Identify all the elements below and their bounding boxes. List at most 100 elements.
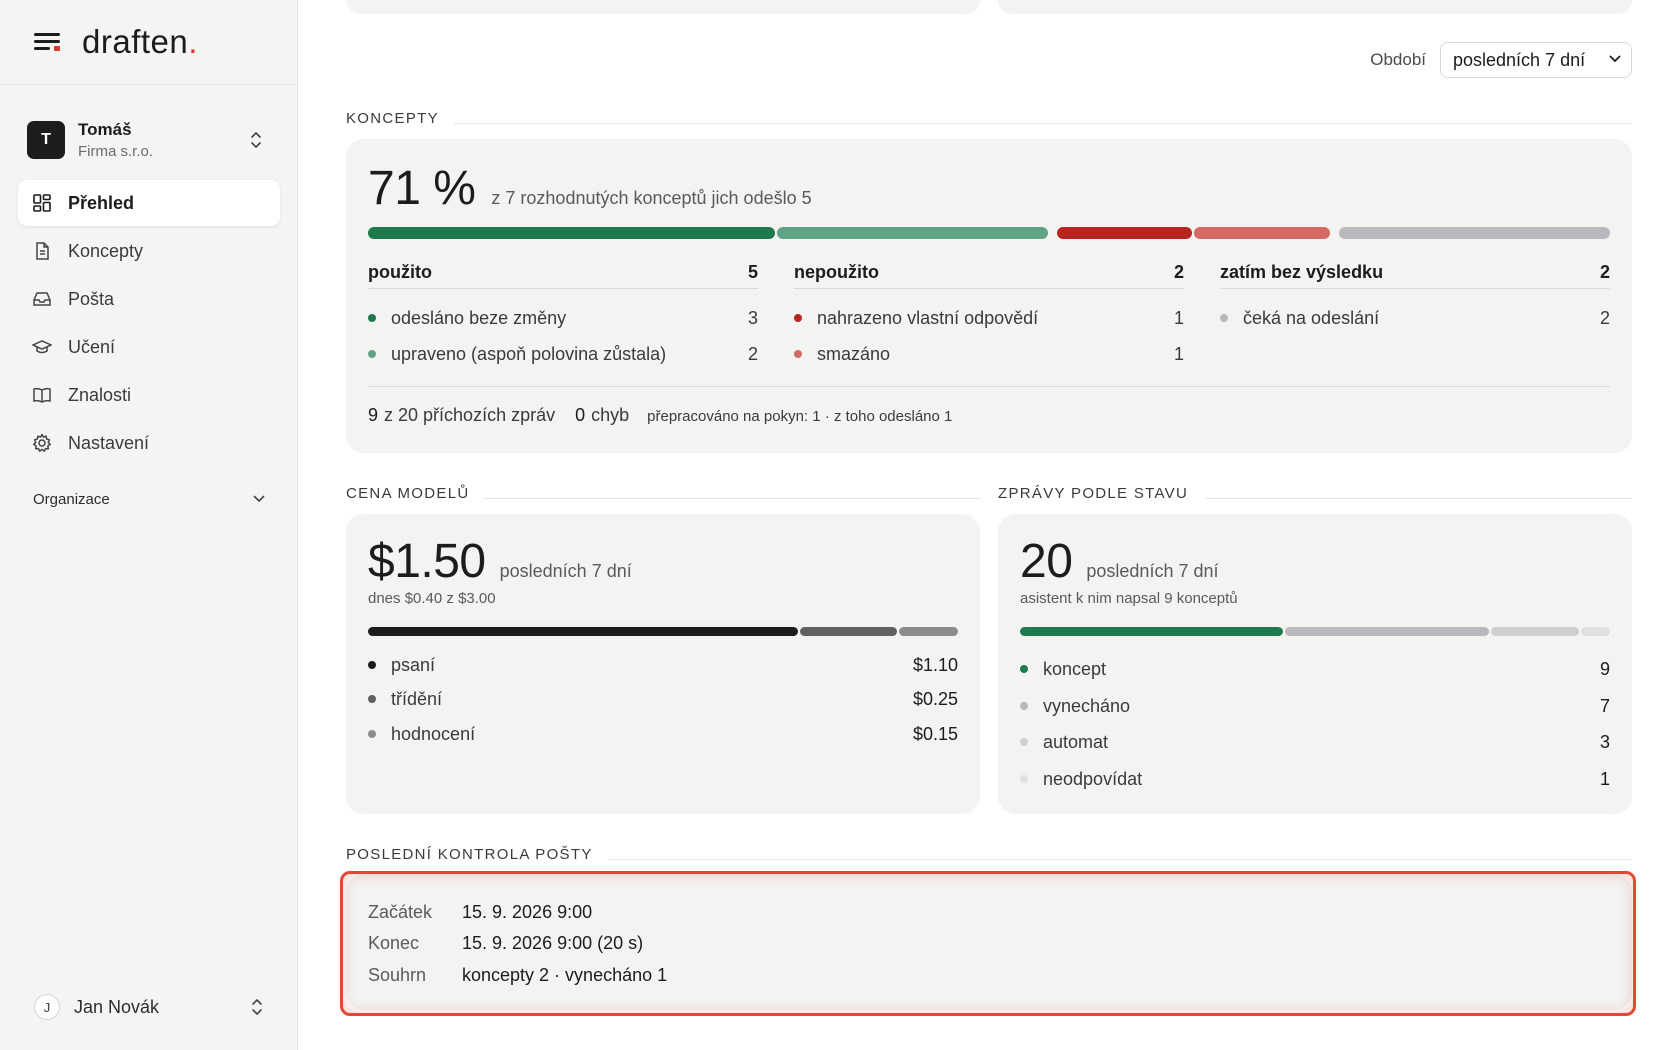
bar-segment-psani: [368, 627, 798, 636]
sidebar-item-posta[interactable]: Pošta: [18, 276, 280, 322]
grid-icon: [33, 194, 51, 212]
sidebar-item-label: Koncepty: [68, 240, 144, 261]
user-name: Jan Novák: [74, 996, 160, 1017]
sidebar-item-znalosti[interactable]: Znalosti: [18, 372, 280, 418]
period-filter: Období posledních 7 dní: [1370, 42, 1632, 78]
bullet-icon: [368, 695, 376, 703]
section-title-cena: CENA MODELŮ: [346, 484, 470, 502]
cena-amount: $1.50: [368, 535, 486, 588]
bar-segment-koncept: [1020, 627, 1283, 636]
column-head-bez-vysledku: zatím bez výsledku 2: [1220, 262, 1610, 289]
koncepty-footer: 9 z 20 příchozích zpráv 0 chyb přepracov…: [368, 405, 953, 425]
list-item: koncept 9: [1020, 656, 1610, 682]
cena-card: $1.50 posledních 7 dní dnes $0.40 z $3.0…: [346, 514, 980, 814]
zpravy-count: 20: [1020, 535, 1073, 588]
bullet-icon: [1020, 665, 1028, 673]
user-avatar: J: [34, 994, 60, 1020]
section-title-posta: POSLEDNÍ KONTROLA POŠTY: [346, 845, 593, 863]
section-divider: [608, 859, 1632, 860]
chevron-up-down-icon: [251, 132, 261, 148]
koncepty-card: 71 % z 7 rozhodnutých konceptů jich odeš…: [346, 139, 1632, 453]
document-icon: [36, 242, 49, 260]
bar-segment-hodnoceni: [899, 627, 958, 636]
zpravy-card: 20 posledních 7 dní asistent k nim napsa…: [998, 514, 1632, 814]
bullet-icon: [794, 314, 802, 322]
section-divider: [484, 498, 980, 499]
list-item: upraveno (aspoň polovina zůstala) 2: [368, 341, 758, 367]
org-company: Firma s.r.o.: [78, 143, 154, 160]
organizace-toggle[interactable]: Organizace: [33, 487, 265, 511]
koncepty-summary: z 7 rozhodnutých konceptů jich odešlo 5: [491, 188, 812, 208]
divider: [368, 386, 1610, 387]
zpravy-period: posledních 7 dní: [1086, 561, 1219, 581]
bar-segment-sent: [368, 227, 775, 239]
bullet-icon: [368, 314, 376, 322]
sidebar-item-label: Nastavení: [68, 432, 150, 453]
sidebar-nav: Přehled Koncepty Pošta Učení Znalosti Na…: [18, 180, 280, 468]
section-divider: [1206, 498, 1632, 499]
section-title-zpravy: ZPRÁVY PODLE STAVU: [998, 484, 1189, 502]
main-content: Období posledních 7 dní KONCEPTY 71 % z …: [298, 0, 1680, 1050]
sidebar-item-uceni[interactable]: Učení: [18, 324, 280, 370]
list-item: psaní $1.10: [368, 652, 958, 678]
list-item: čeká na odeslání 2: [1220, 305, 1610, 331]
list-item: hodnocení $0.15: [368, 721, 958, 747]
bar-segment-deleted: [1194, 227, 1330, 239]
cena-period: posledních 7 dní: [499, 561, 632, 581]
chevron-down-icon: [1609, 55, 1621, 63]
list-item: vynecháno 7: [1020, 693, 1610, 719]
org-switcher[interactable]: T Tomáš Firma s.r.o.: [27, 116, 277, 164]
posta-row-summary: Souhrn koncepty 2 · vynecháno 1: [368, 965, 668, 985]
bullet-icon: [368, 350, 376, 358]
bullet-icon: [1020, 775, 1028, 783]
book-icon: [33, 387, 51, 403]
posta-card: Začátek 15. 9. 2026 9:00 Konec 15. 9. 2026…: [346, 874, 1632, 1010]
sidebar-item-koncepty[interactable]: Koncepty: [18, 228, 280, 274]
user-switcher[interactable]: J Jan Novák: [34, 992, 266, 1022]
list-item: třídění $0.25: [368, 686, 958, 712]
section-divider: [454, 123, 1632, 124]
koncepty-bar: [368, 227, 1610, 239]
period-select[interactable]: posledních 7 dní: [1440, 42, 1632, 78]
cena-today: dnes $0.40 z $3.00: [368, 590, 496, 607]
previous-card: [346, 0, 980, 14]
bar-segment-vynechano: [1284, 627, 1490, 636]
list-item: odesláno beze změny 3: [368, 305, 758, 331]
column-head-nepouzito: nepoužito 2: [794, 262, 1184, 289]
list-item: smazáno 1: [794, 341, 1184, 367]
sidebar-header: draften.: [0, 0, 297, 85]
bullet-icon: [1220, 314, 1228, 322]
bullet-icon: [368, 730, 376, 738]
menu-icon[interactable]: [34, 32, 60, 52]
sidebar: draften. T Tomáš Firma s.r.o. Přehled Ko…: [0, 0, 298, 1050]
zpravy-bar: [1020, 627, 1610, 636]
sidebar-item-prehled[interactable]: Přehled: [18, 180, 280, 226]
section-title-koncepty: KONCEPTY: [346, 109, 439, 127]
sidebar-item-label: Znalosti: [68, 384, 132, 405]
bullet-icon: [368, 661, 376, 669]
bar-segment-trideni: [799, 627, 898, 636]
sidebar-item-label: Učení: [68, 336, 116, 357]
period-label: Období: [1370, 50, 1426, 69]
zpravy-sub: asistent k nim napsal 9 konceptů: [1020, 590, 1238, 607]
list-item: neodpovídat 1: [1020, 766, 1610, 792]
previous-card: [998, 0, 1632, 14]
period-value: posledních 7 dní: [1453, 49, 1586, 70]
chevron-down-icon: [253, 495, 265, 503]
bullet-icon: [1020, 738, 1028, 746]
bar-segment-automat: [1491, 627, 1579, 636]
bar-segment-edited: [776, 227, 1048, 239]
list-item: nahrazeno vlastní odpovědí 1: [794, 305, 1184, 331]
bar-segment-replaced: [1056, 227, 1193, 239]
bar-segment-waiting: [1338, 227, 1610, 239]
bullet-icon: [1020, 702, 1028, 710]
highlight-frame: [340, 871, 1636, 1016]
graduation-cap-icon: [32, 340, 52, 354]
sidebar-item-nastaveni[interactable]: Nastavení: [18, 420, 280, 466]
logo[interactable]: draften.: [82, 23, 198, 60]
inbox-icon: [33, 292, 51, 306]
bar-segment-neodpovidat: [1580, 627, 1610, 636]
logo-dot: .: [188, 23, 198, 60]
chevron-up-down-icon: [252, 999, 262, 1015]
section-label: Organizace: [33, 490, 110, 508]
